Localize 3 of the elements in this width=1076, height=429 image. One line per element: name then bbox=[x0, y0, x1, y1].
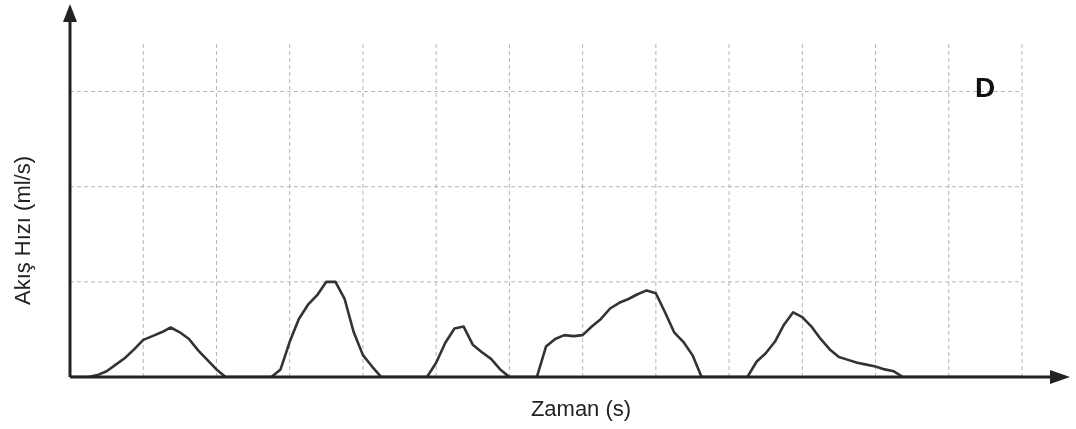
text: D bbox=[974, 72, 996, 103]
y-axis-title: Akış Hızı (ml/s) bbox=[10, 155, 35, 306]
x-axis-title: Zaman (s) bbox=[530, 396, 632, 421]
